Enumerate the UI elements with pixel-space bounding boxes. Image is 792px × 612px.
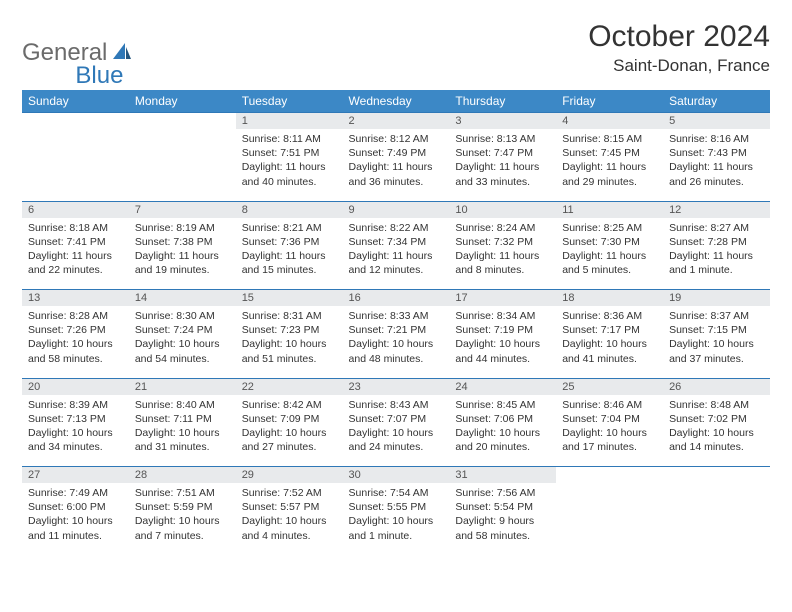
day-content-row: Sunrise: 8:11 AM Sunset: 7:51 PM Dayligh… [22,129,770,201]
day-cell: Sunrise: 7:54 AM Sunset: 5:55 PM Dayligh… [343,483,450,555]
day-cell: Sunrise: 8:46 AM Sunset: 7:04 PM Dayligh… [556,395,663,467]
day-number: 8 [236,201,343,218]
day-number: 20 [22,378,129,395]
day-number: 3 [449,113,556,130]
day-cell: Sunrise: 8:12 AM Sunset: 7:49 PM Dayligh… [343,129,450,201]
day-cell: Sunrise: 7:51 AM Sunset: 5:59 PM Dayligh… [129,483,236,555]
day-number: 22 [236,378,343,395]
day-number: 19 [663,290,770,307]
day-header: Wednesday [343,90,450,113]
day-header-row: Sunday Monday Tuesday Wednesday Thursday… [22,90,770,113]
day-header: Sunday [22,90,129,113]
day-cell: Sunrise: 8:25 AM Sunset: 7:30 PM Dayligh… [556,218,663,290]
day-number: 9 [343,201,450,218]
day-header: Monday [129,90,236,113]
logo-text-blue: Blue [75,62,123,90]
header: General Blue October 2024 Saint-Donan, F… [22,20,770,78]
day-cell: Sunrise: 8:34 AM Sunset: 7:19 PM Dayligh… [449,306,556,378]
day-cell: Sunrise: 7:52 AM Sunset: 5:57 PM Dayligh… [236,483,343,555]
day-cell: Sunrise: 8:37 AM Sunset: 7:15 PM Dayligh… [663,306,770,378]
day-number [556,467,663,484]
day-number: 26 [663,378,770,395]
day-cell: Sunrise: 8:21 AM Sunset: 7:36 PM Dayligh… [236,218,343,290]
day-number: 27 [22,467,129,484]
day-cell: Sunrise: 8:48 AM Sunset: 7:02 PM Dayligh… [663,395,770,467]
day-header: Saturday [663,90,770,113]
day-number: 24 [449,378,556,395]
day-cell: Sunrise: 8:33 AM Sunset: 7:21 PM Dayligh… [343,306,450,378]
day-cell: Sunrise: 8:22 AM Sunset: 7:34 PM Dayligh… [343,218,450,290]
day-number [22,113,129,130]
day-cell: Sunrise: 8:19 AM Sunset: 7:38 PM Dayligh… [129,218,236,290]
day-cell: Sunrise: 8:43 AM Sunset: 7:07 PM Dayligh… [343,395,450,467]
day-number-row: 6789101112 [22,201,770,218]
day-number: 13 [22,290,129,307]
day-cell: Sunrise: 8:11 AM Sunset: 7:51 PM Dayligh… [236,129,343,201]
day-number-row: 2728293031 [22,467,770,484]
day-cell [556,483,663,555]
day-number: 4 [556,113,663,130]
day-cell: Sunrise: 8:30 AM Sunset: 7:24 PM Dayligh… [129,306,236,378]
day-number-row: 20212223242526 [22,378,770,395]
day-header: Thursday [449,90,556,113]
day-number [129,113,236,130]
day-cell: Sunrise: 8:15 AM Sunset: 7:45 PM Dayligh… [556,129,663,201]
calendar-table: Sunday Monday Tuesday Wednesday Thursday… [22,90,770,555]
day-cell: Sunrise: 8:45 AM Sunset: 7:06 PM Dayligh… [449,395,556,467]
logo: General Blue [22,20,161,78]
day-number: 6 [22,201,129,218]
day-cell: Sunrise: 8:18 AM Sunset: 7:41 PM Dayligh… [22,218,129,290]
day-number: 11 [556,201,663,218]
day-number: 2 [343,113,450,130]
day-number: 15 [236,290,343,307]
day-cell: Sunrise: 8:13 AM Sunset: 7:47 PM Dayligh… [449,129,556,201]
day-number: 14 [129,290,236,307]
day-number [663,467,770,484]
day-number: 16 [343,290,450,307]
day-number: 25 [556,378,663,395]
day-cell [129,129,236,201]
day-content-row: Sunrise: 8:28 AM Sunset: 7:26 PM Dayligh… [22,306,770,378]
day-cell: Sunrise: 8:24 AM Sunset: 7:32 PM Dayligh… [449,218,556,290]
day-content-row: Sunrise: 8:39 AM Sunset: 7:13 PM Dayligh… [22,395,770,467]
day-cell: Sunrise: 8:42 AM Sunset: 7:09 PM Dayligh… [236,395,343,467]
day-number-row: 12345 [22,113,770,130]
day-number: 1 [236,113,343,130]
day-number: 5 [663,113,770,130]
day-content-row: Sunrise: 7:49 AM Sunset: 6:00 PM Dayligh… [22,483,770,555]
location: Saint-Donan, France [588,56,770,76]
day-number: 30 [343,467,450,484]
day-number: 17 [449,290,556,307]
day-number: 21 [129,378,236,395]
day-header: Tuesday [236,90,343,113]
day-cell: Sunrise: 8:40 AM Sunset: 7:11 PM Dayligh… [129,395,236,467]
day-number: 23 [343,378,450,395]
day-cell: Sunrise: 8:27 AM Sunset: 7:28 PM Dayligh… [663,218,770,290]
day-cell: Sunrise: 7:49 AM Sunset: 6:00 PM Dayligh… [22,483,129,555]
day-number: 12 [663,201,770,218]
day-cell: Sunrise: 8:36 AM Sunset: 7:17 PM Dayligh… [556,306,663,378]
day-cell: Sunrise: 8:31 AM Sunset: 7:23 PM Dayligh… [236,306,343,378]
day-cell [22,129,129,201]
day-number: 18 [556,290,663,307]
day-header: Friday [556,90,663,113]
day-number: 31 [449,467,556,484]
day-number: 7 [129,201,236,218]
day-number: 28 [129,467,236,484]
day-content-row: Sunrise: 8:18 AM Sunset: 7:41 PM Dayligh… [22,218,770,290]
day-number: 29 [236,467,343,484]
day-cell: Sunrise: 8:28 AM Sunset: 7:26 PM Dayligh… [22,306,129,378]
title-block: October 2024 Saint-Donan, France [588,20,770,76]
day-number: 10 [449,201,556,218]
day-cell [663,483,770,555]
month-title: October 2024 [588,20,770,54]
day-cell: Sunrise: 8:16 AM Sunset: 7:43 PM Dayligh… [663,129,770,201]
day-cell: Sunrise: 7:56 AM Sunset: 5:54 PM Dayligh… [449,483,556,555]
day-cell: Sunrise: 8:39 AM Sunset: 7:13 PM Dayligh… [22,395,129,467]
day-number-row: 13141516171819 [22,290,770,307]
